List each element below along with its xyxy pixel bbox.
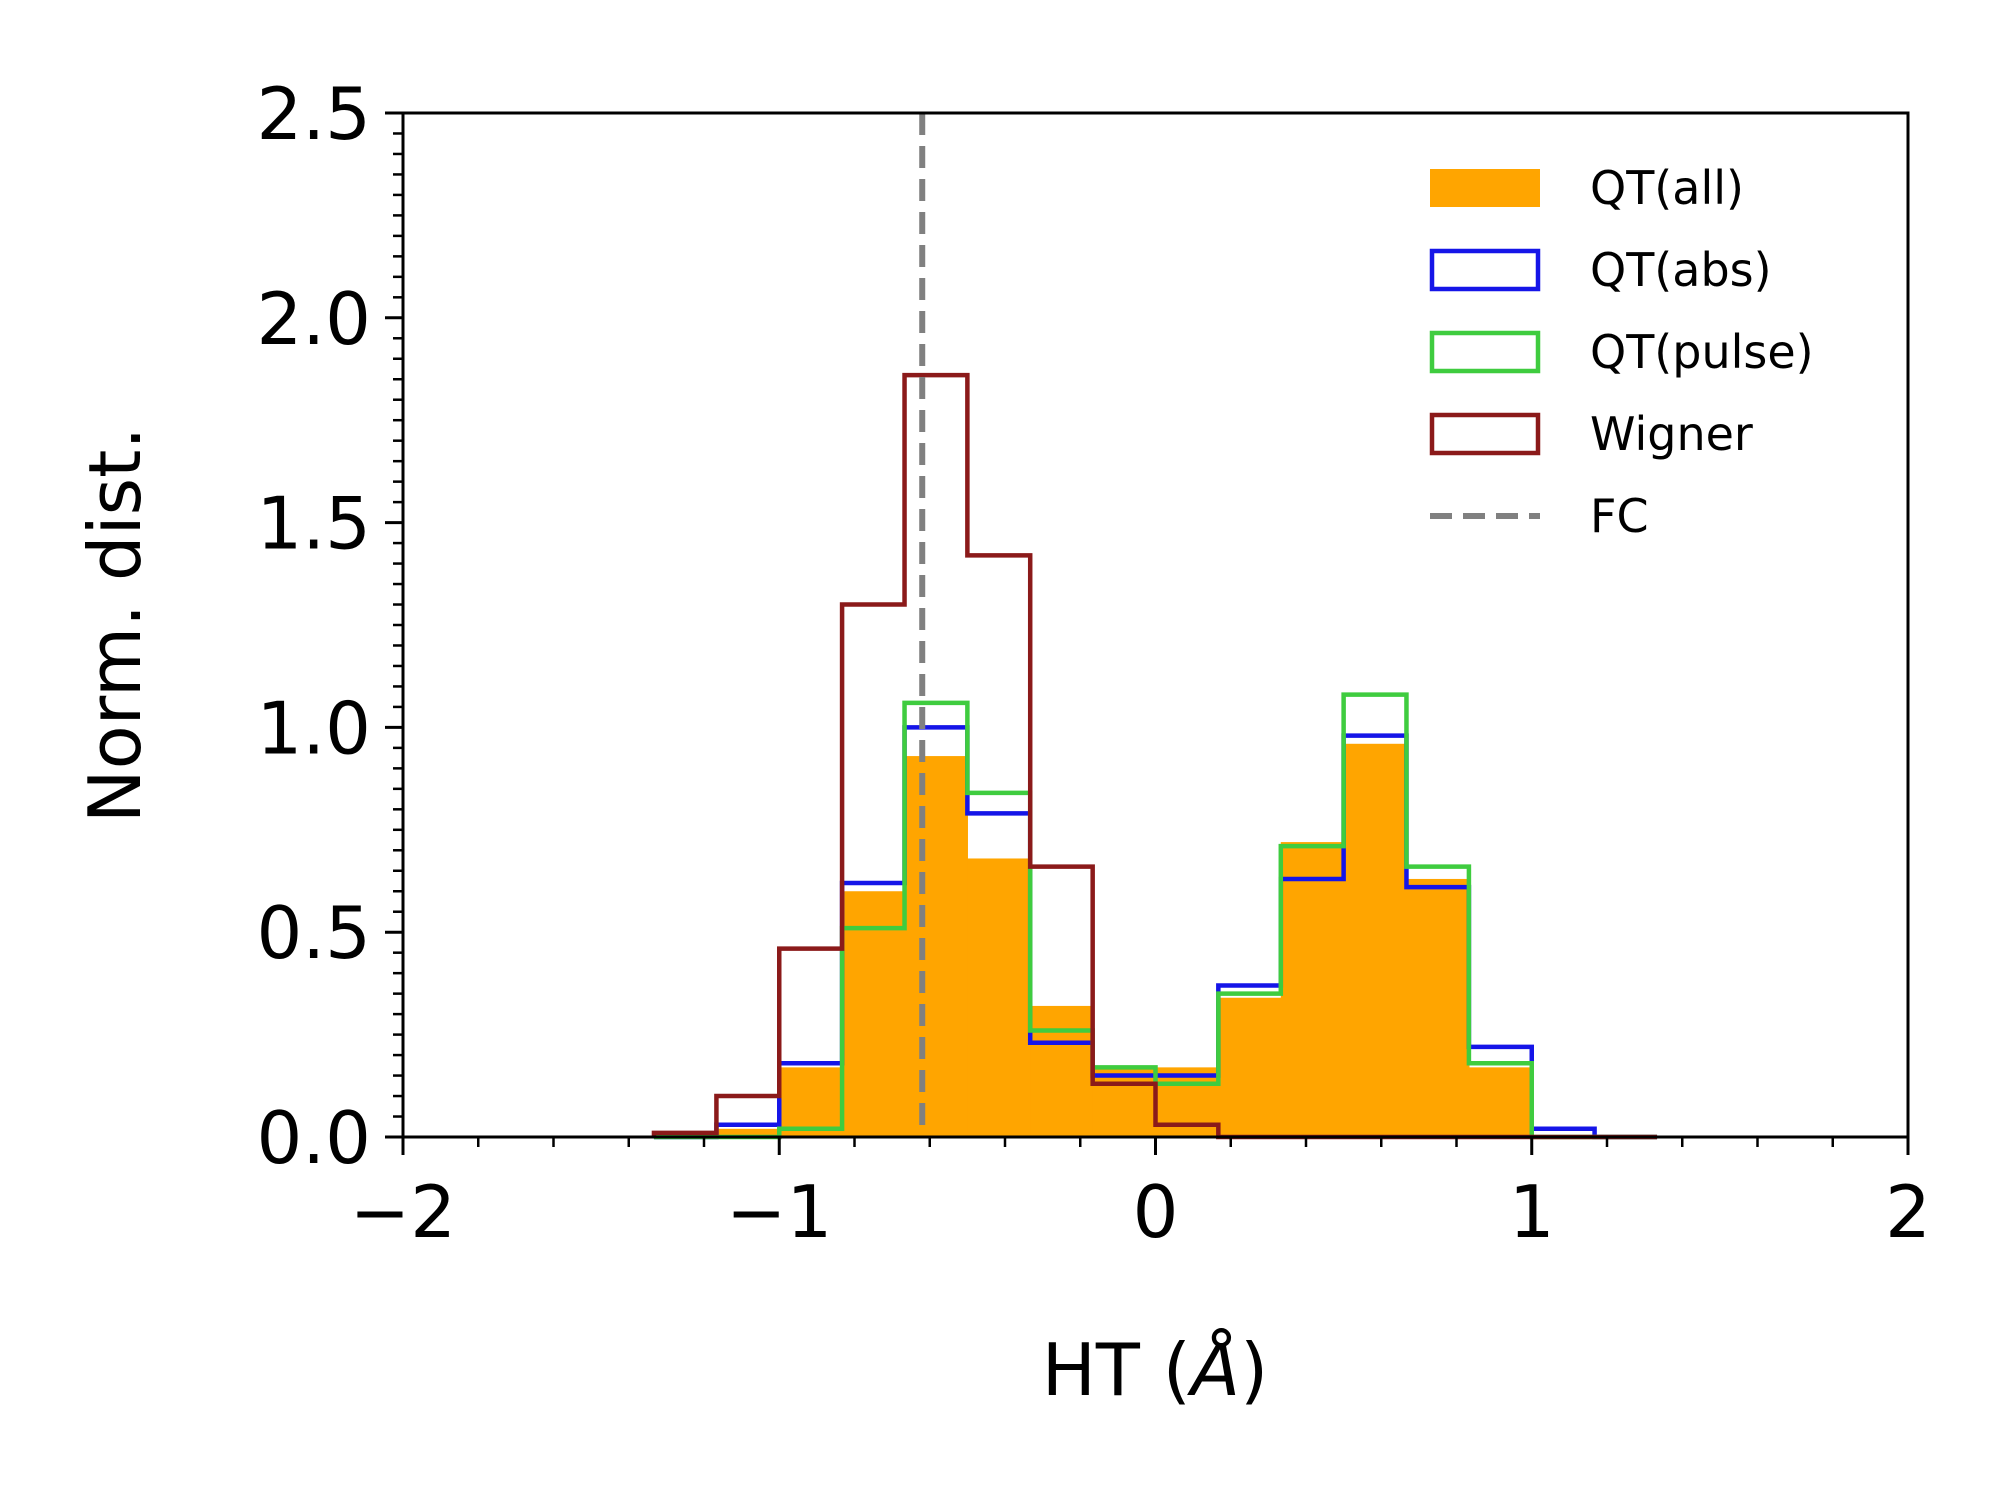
bar-qt-all-4 [904, 756, 968, 1137]
legend-label-qt-pulse: QT(pulse) [1590, 325, 1814, 379]
bar-qt-all-11 [1343, 743, 1408, 1137]
y-tick-label: 0.0 [256, 1096, 371, 1180]
x-tick-label: −2 [350, 1170, 456, 1254]
y-tick-label: 1.0 [256, 686, 371, 770]
x-axis-label-unit: Å [1187, 1328, 1240, 1412]
bar-qt-all-10 [1280, 842, 1345, 1137]
legend-swatch-qt-pulse [1429, 330, 1541, 374]
bar-qt-all-1 [716, 1128, 780, 1137]
bar-qt-all-6 [1030, 1005, 1094, 1137]
bar-qt-all-7 [1092, 1067, 1157, 1137]
plot-area [651, 113, 1658, 1140]
legend: QT(all) QT(abs) QT(pulse) Wigner FC [1429, 161, 1814, 543]
legend-swatch-qt-abs [1429, 248, 1541, 292]
bar-qt-all-5 [967, 858, 1031, 1137]
x-tick-label: 2 [1885, 1170, 1931, 1254]
x-axis-label: HT (Å) [1042, 1328, 1268, 1412]
legend-swatch-qt-all [1430, 169, 1540, 207]
y-tick-label: 2.5 [256, 72, 371, 156]
bar-qt-all-3 [842, 891, 906, 1137]
x-axis-label-close: ) [1240, 1328, 1268, 1412]
axis-ticks: −2 −1 0 1 2 0.0 0.5 1.0 1.5 2.0 2.5 [256, 72, 1930, 1254]
bar-qt-all-12 [1406, 878, 1470, 1137]
x-tick-label: 1 [1509, 1170, 1555, 1254]
legend-label-qt-all: QT(all) [1590, 161, 1744, 215]
bar-qt-all-13 [1468, 1067, 1533, 1137]
step-line-wigner [651, 372, 1658, 1140]
bar-qt-all-9 [1218, 997, 1282, 1137]
legend-label-wigner: Wigner [1590, 407, 1753, 461]
step-line-qt-pulse [653, 692, 1658, 1140]
y-tick-label: 0.5 [256, 891, 371, 975]
x-tick-label: −1 [726, 1170, 832, 1254]
legend-label-fc: FC [1590, 489, 1649, 543]
legend-swatch-wigner [1429, 412, 1541, 456]
y-axis-label: Norm. dist. [73, 427, 157, 824]
bar-qt-all-2 [779, 1067, 843, 1137]
x-tick-label: 0 [1133, 1170, 1179, 1254]
y-tick-label: 2.0 [256, 277, 371, 361]
legend-label-qt-abs: QT(abs) [1590, 243, 1772, 297]
x-axis-label-text: HT ( [1042, 1328, 1191, 1412]
y-tick-label: 1.5 [256, 482, 371, 566]
